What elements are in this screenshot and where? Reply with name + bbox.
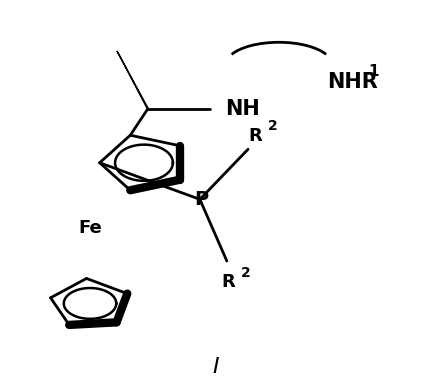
Text: NH: NH — [225, 99, 260, 119]
Text: R: R — [221, 273, 235, 291]
Text: 2: 2 — [241, 265, 251, 280]
Text: NHR: NHR — [327, 72, 378, 92]
Text: 2: 2 — [268, 119, 278, 133]
Polygon shape — [117, 51, 148, 109]
Text: I: I — [212, 357, 219, 377]
Text: Fe: Fe — [78, 219, 102, 237]
Text: 1: 1 — [368, 63, 379, 79]
Text: P: P — [194, 190, 208, 209]
Text: R: R — [248, 127, 262, 145]
